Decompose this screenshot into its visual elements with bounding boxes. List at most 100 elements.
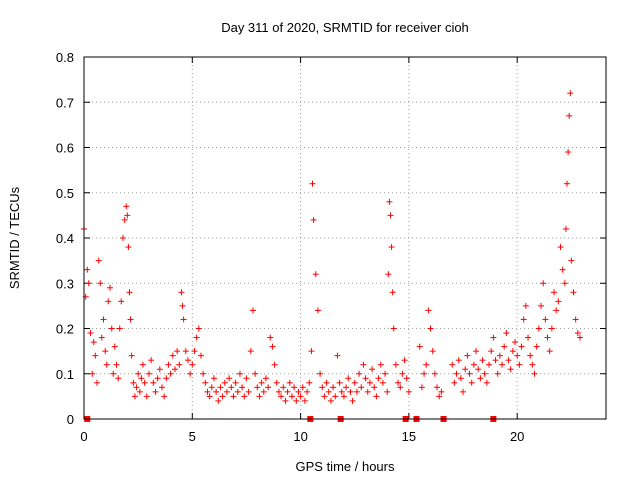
data-point — [425, 307, 432, 314]
data-point — [178, 289, 185, 296]
data-point — [105, 298, 112, 305]
data-point — [546, 348, 553, 355]
data-point — [269, 343, 276, 350]
data-point — [347, 388, 354, 395]
data-point — [111, 343, 118, 350]
x-tick-label: 20 — [510, 429, 524, 444]
data-point — [321, 393, 328, 400]
data-point — [390, 325, 397, 332]
data-point — [336, 379, 343, 386]
data-point — [191, 348, 198, 355]
data-point — [548, 325, 555, 332]
x-tick-label: 0 — [80, 429, 87, 444]
data-point — [572, 316, 579, 323]
data-point — [243, 375, 250, 382]
data-point — [174, 348, 181, 355]
data-point — [325, 388, 332, 395]
data-point — [245, 388, 252, 395]
data-point — [247, 348, 254, 355]
data-point — [360, 361, 367, 368]
y-tick-label: 0.7 — [56, 95, 74, 110]
data-point — [492, 357, 499, 364]
data-point — [577, 334, 584, 341]
data-point — [486, 361, 493, 368]
grid-lines — [84, 57, 606, 419]
data-point — [562, 225, 569, 232]
data-point — [369, 366, 376, 373]
data-point — [312, 271, 319, 278]
data-point — [204, 388, 211, 395]
data-point — [133, 384, 140, 391]
data-point — [260, 388, 267, 395]
data-point — [202, 379, 209, 386]
data-point — [418, 384, 425, 391]
data-point — [275, 388, 282, 395]
data-point — [221, 379, 228, 386]
data-point — [169, 352, 176, 359]
data-point — [568, 257, 575, 264]
data-point — [308, 348, 315, 355]
data-point — [126, 289, 133, 296]
data-point — [121, 216, 128, 223]
y-tick-label: 0.1 — [56, 367, 74, 382]
x-axis-ticks: 0 5 10 15 20 — [80, 57, 524, 444]
data-point — [286, 379, 293, 386]
data-point — [477, 375, 484, 382]
data-point — [399, 370, 406, 377]
data-point — [389, 289, 396, 296]
data-point — [119, 235, 126, 241]
data-point — [116, 325, 123, 332]
data-point — [295, 388, 302, 395]
data-point — [187, 370, 194, 377]
data-point — [108, 325, 115, 332]
data-point — [527, 352, 534, 359]
data-point — [143, 393, 150, 400]
data-point — [479, 357, 486, 364]
data-point — [184, 357, 191, 364]
data-point — [125, 244, 132, 251]
data-point — [330, 384, 337, 391]
data-point — [154, 375, 161, 382]
data-point — [514, 352, 521, 359]
data-point — [438, 388, 445, 395]
data-point — [460, 388, 467, 395]
data-point — [323, 379, 330, 386]
data-point — [179, 302, 186, 309]
data-point — [124, 212, 131, 219]
data-point — [288, 393, 295, 400]
y-tick-label: 0.3 — [56, 276, 74, 291]
y-axis-ticks: 0 0.1 0.2 0.3 0.4 0.5 0.6 0.7 0.8 — [56, 50, 606, 427]
y-axis-label: SRMTID / TECUs — [7, 186, 22, 289]
data-point — [475, 366, 482, 373]
data-point — [110, 370, 117, 377]
data-point — [138, 375, 145, 382]
plot-frame — [83, 56, 607, 420]
data-point — [200, 370, 207, 377]
data-point — [385, 271, 392, 278]
y-tick-label: 0.6 — [56, 141, 74, 156]
y-tick-label: 0 — [67, 412, 74, 427]
data-point — [85, 280, 92, 287]
data-point — [180, 316, 187, 323]
data-point — [470, 361, 477, 368]
data-point — [309, 180, 316, 187]
data-point — [356, 370, 363, 377]
data-point — [135, 370, 142, 377]
data-point — [449, 361, 456, 368]
data-point — [570, 289, 577, 296]
data-point — [327, 397, 334, 404]
data-point — [490, 334, 497, 341]
data-point — [529, 361, 536, 368]
data-point — [551, 289, 558, 296]
data-point — [516, 361, 523, 368]
data-point — [566, 112, 573, 119]
data-point — [540, 280, 547, 287]
data-point — [90, 339, 97, 346]
data-point — [349, 397, 356, 404]
data-point — [310, 216, 317, 223]
data-point — [509, 348, 516, 355]
data-point — [87, 330, 94, 337]
data-point — [152, 388, 159, 395]
data-point — [230, 393, 237, 400]
data-point — [176, 361, 183, 368]
